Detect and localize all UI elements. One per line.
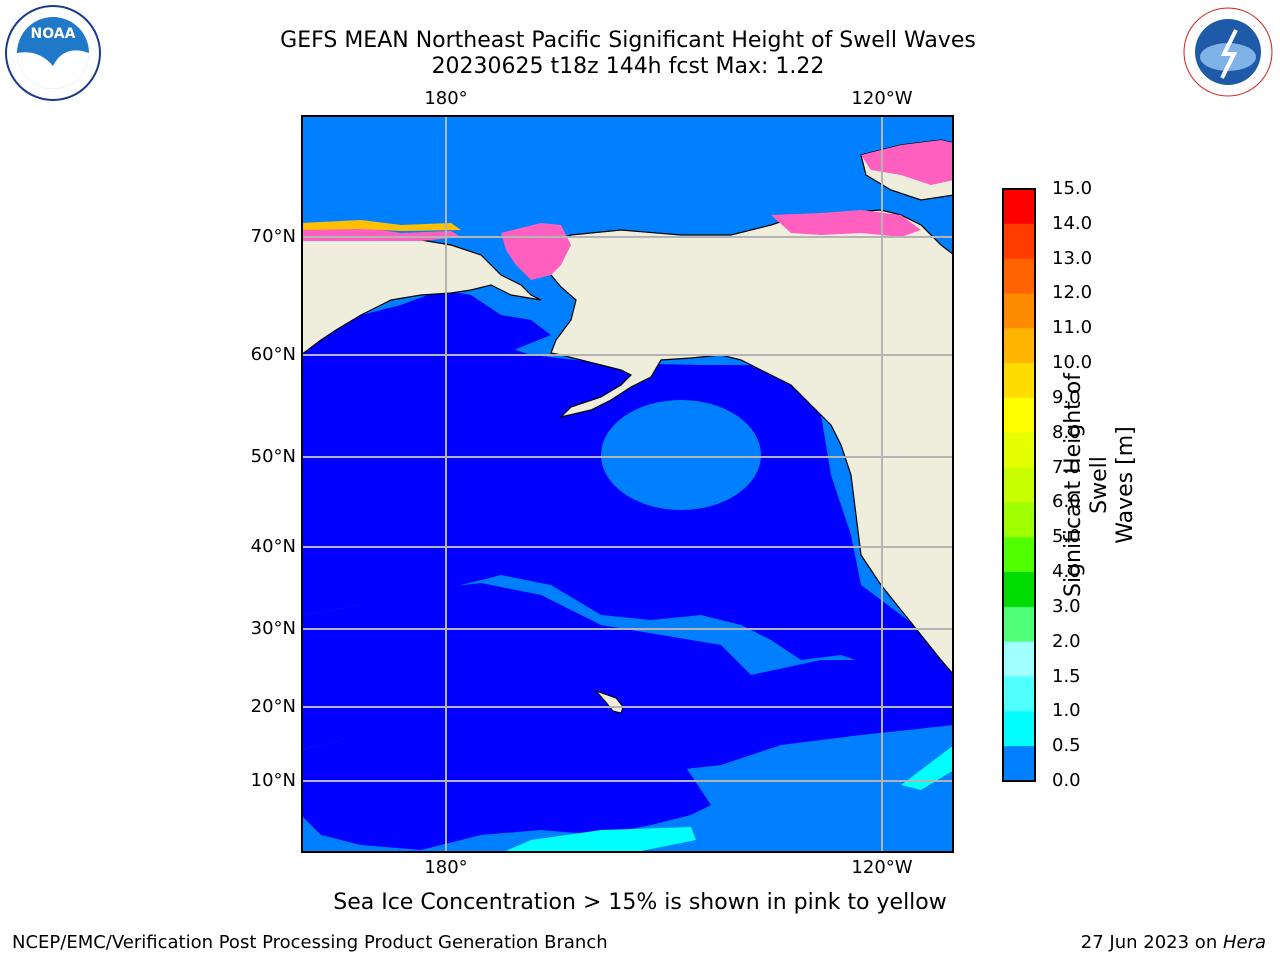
lat-label-50n: 50°N [250,446,296,467]
land-alaska [540,209,954,676]
swell-map [301,115,954,853]
colorbar-tick-17: 0.0 [1052,770,1081,791]
colorbar-tick-2: 13.0 [1052,247,1093,269]
colorbar-band-12 [1003,606,1035,643]
colorbar-title: Significant Height of Swell Waves [m] [1061,345,1139,625]
colorbar-band-3 [1003,293,1035,329]
lat-label-10n: 10°N [250,770,296,791]
colorbar-band-2 [1003,258,1035,294]
lat-label-40n: 40°N [250,536,296,557]
lon-label-bottom-120w: 120°W [851,857,913,878]
footer-host: Hera [1222,932,1266,953]
swell-region-bering [301,290,551,365]
sea-ice-beaufort [771,210,921,237]
colorbar-tick-16: 0.5 [1052,735,1081,757]
colorbar-tick-11: 4.0 [1052,561,1081,583]
colorbar-tick-6: 9.0 [1052,386,1081,408]
colorbar-tick-13: 2.0 [1052,630,1081,652]
lat-label-60n: 60°N [250,344,296,365]
footer-credit: NCEP/EMC/Verification Post Processing Pr… [12,932,608,953]
colorbar-tick-15: 1.0 [1052,700,1081,722]
colorbar-band-16 [1003,746,1035,782]
swell-cyan-se [901,745,954,790]
colorbar-tick-9: 6.0 [1052,491,1081,513]
footer-date-text: 27 Jun 2023 on [1080,932,1223,953]
colorbar-tick-5: 10.0 [1052,352,1093,374]
map-grid [301,115,954,853]
colorbar-tick-10: 5.0 [1052,526,1081,548]
colorbar-band-14 [1003,676,1035,712]
colorbar-tick-0: 15.0 [1052,178,1093,199]
land-siberia [301,239,542,356]
colorbar-band-8 [1003,467,1035,503]
sea-ice-canada [861,140,954,185]
swell-region-hawaii [301,660,954,775]
colorbar-tick-14: 1.5 [1052,665,1081,687]
colorbar-tick-4: 11.0 [1052,317,1093,339]
map-frame [301,115,954,853]
colorbar-tick-3: 12.0 [1052,282,1093,304]
colorbar-tick-12: 3.0 [1052,595,1081,617]
chart-subtitle: 20230625 t18z 144h fcst Max: 1.22 [431,54,825,79]
colorbar-tick-7: 8.0 [1052,421,1081,443]
lon-label-top-120w: 120°W [851,88,913,109]
colorbar [1002,188,1036,782]
colorbar-band-1 [1003,223,1035,260]
noaa-logo: NOAA [4,4,102,102]
swell-region-pacific [301,715,711,850]
colorbar-title-line2: Waves [m] [1113,426,1138,544]
colorbar-band-6 [1003,397,1035,434]
colorbar-band-11 [1003,572,1035,608]
chart-title: GEFS MEAN Northeast Pacific Significant … [280,28,976,53]
colorbar-title-line1: Significant Height of Swell [1061,372,1112,598]
swell-region-subtropical [301,615,511,695]
colorbar-band-4 [1003,328,1035,364]
svg-text:NOAA: NOAA [31,26,76,42]
swell-gulf-alaska-swirl [601,400,761,510]
colorbar-band-13 [1003,641,1035,678]
colorbar-band-0 [1003,189,1035,225]
colorbar-band-9 [1003,502,1035,538]
sea-ice-note: Sea Ice Concentration > 15% is shown in … [333,890,947,915]
colorbar-tick-8: 7.0 [1052,456,1081,478]
colorbar-band-15 [1003,711,1035,747]
lat-label-70n: 70°N [250,226,296,247]
sea-ice-yellow-edge [301,220,461,231]
colorbar-band-7 [1003,432,1035,469]
lon-label-top-180: 180° [424,88,468,109]
lat-label-30n: 30°N [250,618,296,639]
lon-label-bottom-180: 180° [424,857,468,878]
colorbar-band-10 [1003,537,1035,573]
swell-cyan-s [501,827,696,853]
footer-date: 27 Jun 2023 on Hera [1081,932,1266,953]
lat-label-20n: 20°N [250,696,296,717]
colorbar-band-5 [1003,363,1035,399]
nws-logo [1178,2,1278,102]
colorbar-tick-1: 14.0 [1052,212,1093,234]
